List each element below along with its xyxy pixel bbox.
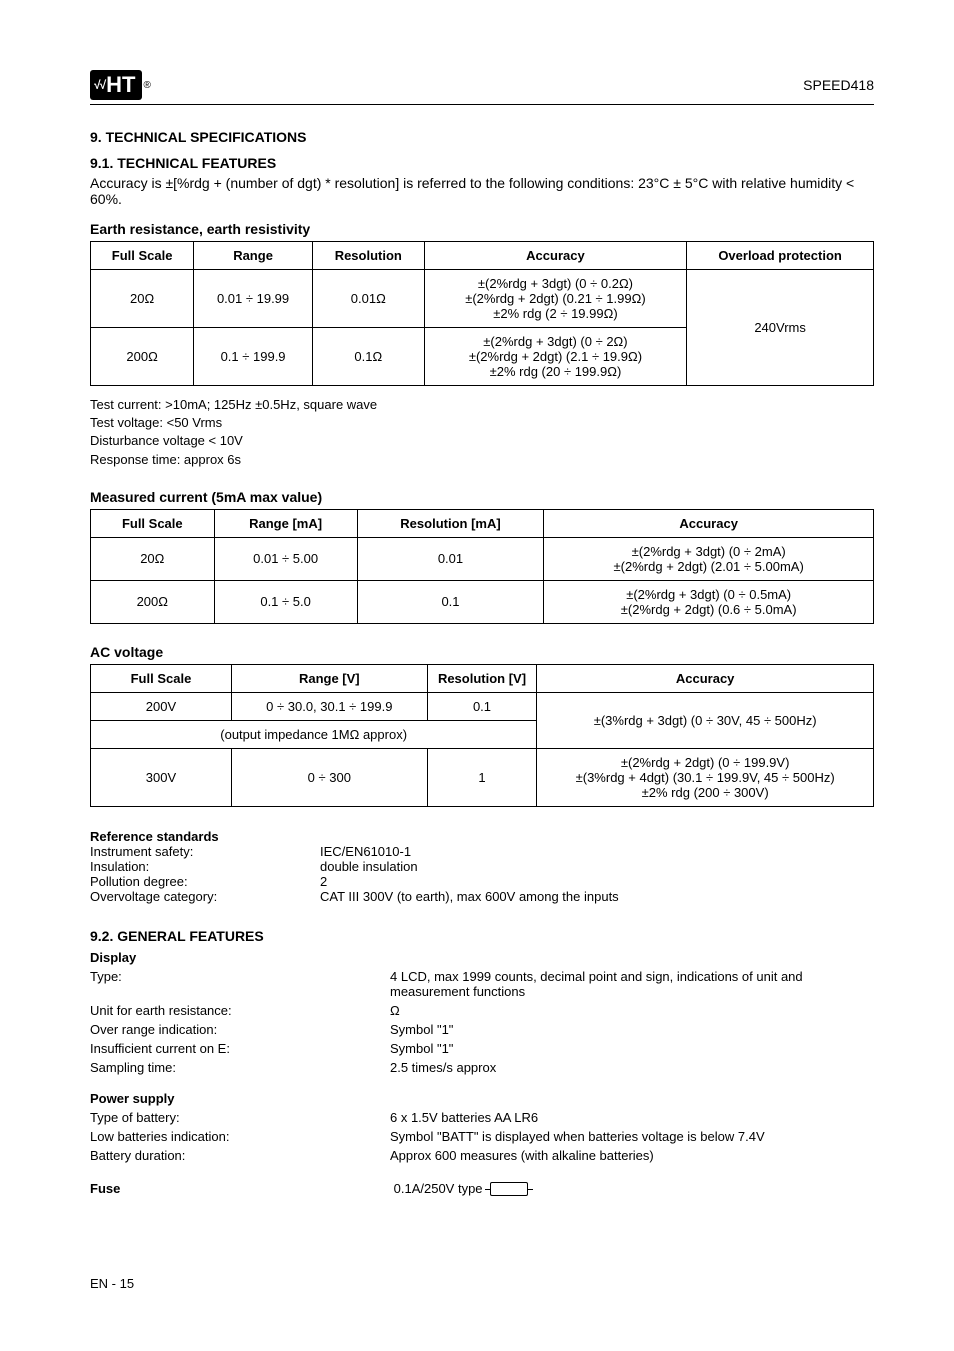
col-range: Range [mA] [214,509,357,537]
brand-logo: √√HT [90,70,142,100]
cell-res: 0.01Ω [312,270,424,328]
col-fullscale: Full Scale [91,242,194,270]
col-range: Range [V] [231,664,427,692]
gen-v: 6 x 1.5V batteries AA LR6 [390,1110,874,1125]
cell-accuracy: ±(2%rdg + 2dgt) (0 ÷ 199.9V) ±(3%rdg + 4… [537,748,874,806]
logo-text: HT [106,72,135,98]
cell-fs: 200Ω [91,328,194,386]
gen-v: Symbol "1" [390,1022,874,1037]
fuse-icon [490,1182,528,1196]
table-row: 20Ω 0.01 ÷ 5.00 0.01 ±(2%rdg + 3dgt) (0 … [91,537,874,580]
ref-v: IEC/EN61010-1 [320,844,411,859]
col-resolution: Resolution [V] [427,664,537,692]
display-subtitle: Display [90,950,874,965]
cell-accuracy: ±(2%rdg + 3dgt) (0 ÷ 0.5mA) ±(2%rdg + 2d… [544,580,874,623]
gen-k: Low batteries indication: [90,1129,390,1144]
reference-standards-block: Reference standards Instrument safety:IE… [90,829,874,904]
cell-res: 0.1Ω [312,328,424,386]
gen-k: Over range indication: [90,1022,390,1037]
page-number: EN - 15 [90,1276,134,1291]
cell-range-200v: 0 ÷ 30.0, 30.1 ÷ 199.9 [231,692,427,720]
cell-range: 0.1 ÷ 5.0 [214,580,357,623]
table-row: 200Ω 0.1 ÷ 5.0 0.1 ±(2%rdg + 3dgt) (0 ÷ … [91,580,874,623]
ac-voltage-table: Full Scale Range [V] Resolution [V] Accu… [90,664,874,807]
logo-wave-icon: √√ [94,78,105,92]
cell-res: 0.1 [427,692,537,720]
gen-k: Type of battery: [90,1110,390,1125]
ref-v: CAT III 300V (to earth), max 600V among … [320,889,619,904]
col-accuracy: Accuracy [544,509,874,537]
ref-v: double insulation [320,859,418,874]
col-fullscale: Full Scale [91,509,215,537]
gen-k: Battery duration: [90,1148,390,1163]
col-accuracy: Accuracy [537,664,874,692]
table3-title: AC voltage [90,644,874,660]
general-features-block: 9.2. GENERAL FEATURES Display Type:4 LCD… [90,928,874,1197]
section-title: 9. TECHNICAL SPECIFICATIONS [90,129,874,145]
gen-v: Approx 600 measures (with alkaline batte… [390,1148,874,1163]
cell-overload: 240Vrms [687,270,874,386]
earth-resistance-table: Full Scale Range Resolution Accuracy Ove… [90,241,874,386]
ref-v: 2 [320,874,327,889]
cell-range: 0.1 ÷ 199.9 [194,328,313,386]
power-subtitle: Power supply [90,1091,874,1106]
table1-title: Earth resistance, earth resistivity [90,221,874,237]
gen-k: Type: [90,969,390,999]
page-header: √√HT ® SPEED418 [90,70,874,105]
fuse-value: 0.1A/250V type [394,1181,483,1196]
fuse-line: Fuse 0.1A/250V type [90,1181,874,1197]
gen-k: Unit for earth resistance: [90,1003,390,1018]
cell-fs: 20Ω [91,537,215,580]
cell-accuracy: ±(3%rdg + 3dgt) (0 ÷ 30V, 45 ÷ 500Hz) [537,692,874,748]
col-accuracy: Accuracy [424,242,686,270]
cell-accuracy: ±(2%rdg + 3dgt) (0 ÷ 0.2Ω) ±(2%rdg + 2dg… [424,270,686,328]
cell-fs: 200Ω [91,580,215,623]
conditions-line: Accuracy is ±[%rdg + (number of dgt) * r… [90,175,874,207]
table-row: 200V 0 ÷ 30.0, 30.1 ÷ 199.9 0.1 ±(3%rdg … [91,692,874,720]
registered-mark: ® [144,80,151,91]
table1-notes: Test current: >10mA; 125Hz ±0.5Hz, squar… [90,396,874,469]
col-resolution: Resolution [mA] [357,509,544,537]
ref-k: Pollution degree: [90,874,320,889]
gen-v: Ω [390,1003,874,1018]
page-footer: EN - 15 [90,1276,874,1291]
cell-fs: 300V [91,748,232,806]
table-header-row: Full Scale Range [mA] Resolution [mA] Ac… [91,509,874,537]
cell-res: 1 [427,748,537,806]
model-label: SPEED418 [803,77,874,93]
col-fullscale: Full Scale [91,664,232,692]
cell-accuracy: ±(2%rdg + 3dgt) (0 ÷ 2mA) ±(2%rdg + 2dgt… [544,537,874,580]
gen-v: 4 LCD, max 1999 counts, decimal point an… [390,969,874,999]
cell-range: 0.01 ÷ 5.00 [214,537,357,580]
general-features-title: 9.2. GENERAL FEATURES [90,928,874,944]
table-header-row: Full Scale Range [V] Resolution [V] Accu… [91,664,874,692]
section-subtitle: 9.1. TECHNICAL FEATURES [90,155,874,171]
gen-v: 2.5 times/s approx [390,1060,874,1075]
cell-fs: 20Ω [91,270,194,328]
col-resolution: Resolution [312,242,424,270]
cell-accuracy: ±(2%rdg + 3dgt) (0 ÷ 2Ω) ±(2%rdg + 2dgt)… [424,328,686,386]
table-row: 300V 0 ÷ 300 1 ±(2%rdg + 2dgt) (0 ÷ 199.… [91,748,874,806]
col-overload: Overload protection [687,242,874,270]
cell-res: 0.1 [357,580,544,623]
col-range: Range [194,242,313,270]
fuse-label: Fuse [90,1181,390,1196]
measured-current-table: Full Scale Range [mA] Resolution [mA] Ac… [90,509,874,624]
cell-impedance-note: (output impedance 1MΩ approx) [91,720,537,748]
cell-res: 0.01 [357,537,544,580]
gen-v: Symbol "BATT" is displayed when batterie… [390,1129,874,1144]
table-row: 20Ω 0.01 ÷ 19.99 0.01Ω ±(2%rdg + 3dgt) (… [91,270,874,328]
gen-k: Sampling time: [90,1060,390,1075]
ref-k: Instrument safety: [90,844,320,859]
cell-range: 0.01 ÷ 19.99 [194,270,313,328]
ref-k: Insulation: [90,859,320,874]
cell-range: 0 ÷ 300 [231,748,427,806]
gen-k: Insufficient current on E: [90,1041,390,1056]
ref-k: Overvoltage category: [90,889,320,904]
cell-fs: 200V [91,692,232,720]
table2-title: Measured current (5mA max value) [90,489,874,505]
table-header-row: Full Scale Range Resolution Accuracy Ove… [91,242,874,270]
gen-v: Symbol "1" [390,1041,874,1056]
reference-standards-title: Reference standards [90,829,874,844]
